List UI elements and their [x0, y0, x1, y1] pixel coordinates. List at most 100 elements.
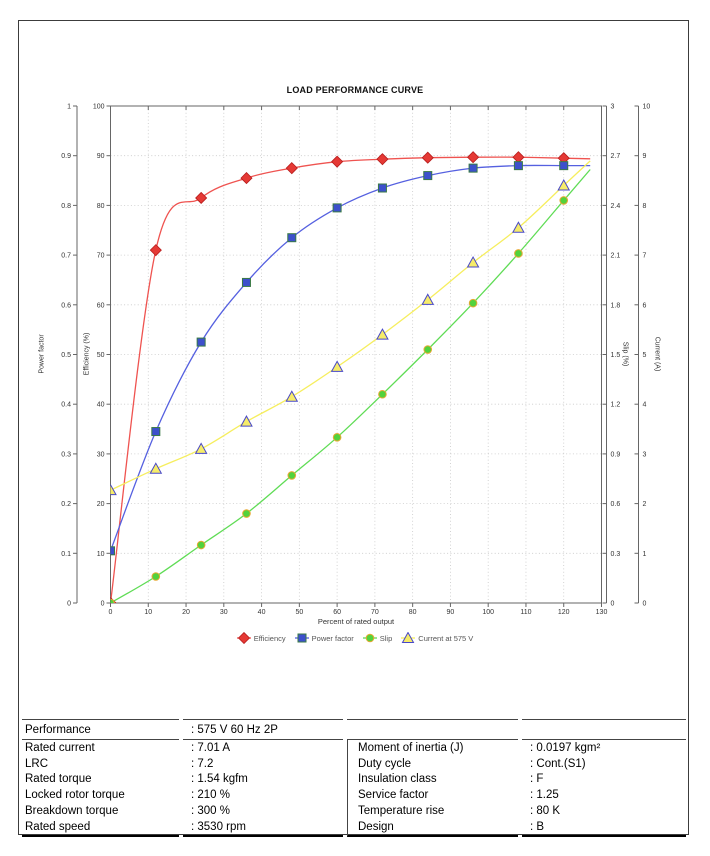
spec-value: : Cont.(S1) [530, 757, 586, 770]
spec-label: Rated current [25, 741, 95, 754]
svg-text:10: 10 [97, 551, 105, 558]
svg-text:40: 40 [97, 402, 105, 409]
spec-row: Rated current : 7.01 A Moment of inertia… [22, 740, 686, 756]
legend-label: Power factor [311, 633, 354, 643]
svg-text:80: 80 [409, 609, 417, 616]
load-performance-chart: 0 10 20 30 40 50 60 70 80 90 100 110 120 130010203040… [61, 104, 651, 617]
svg-text:0.3: 0.3 [611, 551, 621, 558]
svg-text:0.9: 0.9 [61, 153, 71, 160]
spec-row: Rated torque : 1.54 kgfm Insulation clas… [22, 771, 686, 788]
slip-marker-icon [362, 633, 377, 643]
current-axis-label: Current (A) [653, 336, 661, 372]
svg-text:90: 90 [97, 153, 105, 160]
svg-text:0.5: 0.5 [61, 352, 71, 359]
svg-text:70: 70 [371, 609, 379, 616]
spec-label: Duty cycle [347, 755, 518, 772]
svg-text:1.5: 1.5 [611, 352, 621, 359]
svg-text:0.3: 0.3 [61, 451, 71, 458]
svg-text:0: 0 [101, 601, 105, 608]
spec-label: Rated speed [22, 819, 179, 837]
svg-text:2.7: 2.7 [611, 153, 621, 160]
spec-value: : 0.0197 kgm² [530, 741, 601, 754]
svg-text:90: 90 [447, 609, 455, 616]
spec-label: Insulation class [347, 771, 518, 788]
spec-row: Breakdown torque : 300 % Temperature ris… [22, 803, 686, 819]
svg-text:3: 3 [611, 104, 615, 111]
spec-label: Locked rotor torque [25, 789, 125, 802]
svg-text:60: 60 [97, 302, 105, 309]
svg-text:8: 8 [643, 203, 647, 210]
svg-text:0: 0 [643, 601, 647, 608]
svg-text:6: 6 [643, 302, 647, 309]
svg-text:2: 2 [643, 501, 647, 508]
svg-text:30: 30 [220, 609, 228, 616]
svg-text:0: 0 [109, 609, 113, 616]
svg-text:0.7: 0.7 [61, 253, 71, 260]
svg-text:100: 100 [482, 609, 494, 616]
spec-empty-cell [347, 719, 518, 740]
spec-label: Moment of inertia (J) [347, 740, 518, 756]
spec-empty-cell [522, 719, 686, 740]
x-axis-label: Percent of rated output [317, 617, 395, 626]
svg-text:30: 30 [97, 451, 105, 458]
chart-legend: Efficiency Power factor Slip Current at 575… [0, 631, 710, 645]
spec-label: Performance [22, 719, 179, 740]
spec-value: : 575 V 60 Hz 2P [183, 719, 343, 740]
svg-text:4: 4 [643, 402, 647, 409]
svg-text:9: 9 [643, 153, 647, 160]
svg-text:10: 10 [643, 104, 651, 111]
spec-value: : B [522, 819, 686, 837]
motor-spec-table: Performance : 575 V 60 Hz 2P Rated curre… [18, 719, 690, 837]
spec-label: Temperature rise [347, 803, 518, 819]
spec-value: : 1.54 kgfm [191, 773, 248, 786]
spec-value: : 210 % [191, 789, 230, 802]
svg-text:0: 0 [67, 601, 71, 608]
spec-value: : 80 K [530, 805, 561, 818]
svg-text:60: 60 [333, 609, 341, 616]
spec-label: Breakdown torque [25, 805, 119, 818]
spec-value: : 3530 rpm [183, 819, 343, 837]
svg-text:40: 40 [258, 609, 266, 616]
legend-item: Efficiency [236, 632, 286, 644]
spec-value: : 7.2 [191, 757, 214, 770]
svg-text:1.8: 1.8 [611, 302, 621, 309]
svg-text:5: 5 [643, 352, 647, 359]
efficiency-axis-label: Efficiency (%) [83, 332, 91, 376]
svg-text:80: 80 [97, 203, 105, 210]
svg-text:10: 10 [144, 609, 152, 616]
svg-text:3: 3 [643, 451, 647, 458]
svg-text:120: 120 [558, 609, 570, 616]
spec-row: LRC : 7.2 Duty cycle : Cont.(S1) [22, 755, 686, 772]
svg-text:1: 1 [67, 104, 71, 111]
power-factor-axis-label: Power factor [38, 334, 46, 374]
legend-item: Current at 575 V [401, 632, 473, 644]
spec-value: : 7.01 A [191, 741, 231, 754]
legend-item: Slip [362, 632, 393, 644]
svg-text:20: 20 [97, 501, 105, 508]
svg-text:7: 7 [643, 253, 647, 260]
spec-label: Rated torque [25, 773, 92, 786]
svg-text:0: 0 [611, 601, 615, 608]
spec-label: Design [347, 818, 518, 837]
legend-label: Slip [379, 633, 393, 643]
svg-text:2.1: 2.1 [611, 253, 621, 260]
svg-text:1: 1 [643, 551, 647, 558]
svg-text:20: 20 [182, 609, 190, 616]
svg-text:50: 50 [97, 352, 105, 359]
svg-text:0.6: 0.6 [611, 501, 621, 508]
spec-row: Rated speed : 3530 rpm Design : B [22, 818, 686, 837]
svg-text:100: 100 [93, 104, 105, 111]
svg-text:70: 70 [97, 253, 105, 260]
spec-value: : F [530, 773, 544, 786]
svg-text:110: 110 [520, 609, 531, 616]
legend-label: Current at 575 V [418, 633, 474, 643]
svg-text:0.8: 0.8 [61, 203, 71, 210]
spec-label: Service factor [347, 787, 518, 804]
svg-text:50: 50 [295, 609, 303, 616]
svg-text:130: 130 [596, 609, 608, 616]
legend-item: Power factor [294, 632, 354, 644]
current-at-575-v-marker-icon [401, 632, 416, 643]
spec-label: LRC [25, 757, 49, 770]
slip-axis-label: Slip (%) [621, 341, 629, 367]
svg-text:0.1: 0.1 [61, 551, 71, 558]
